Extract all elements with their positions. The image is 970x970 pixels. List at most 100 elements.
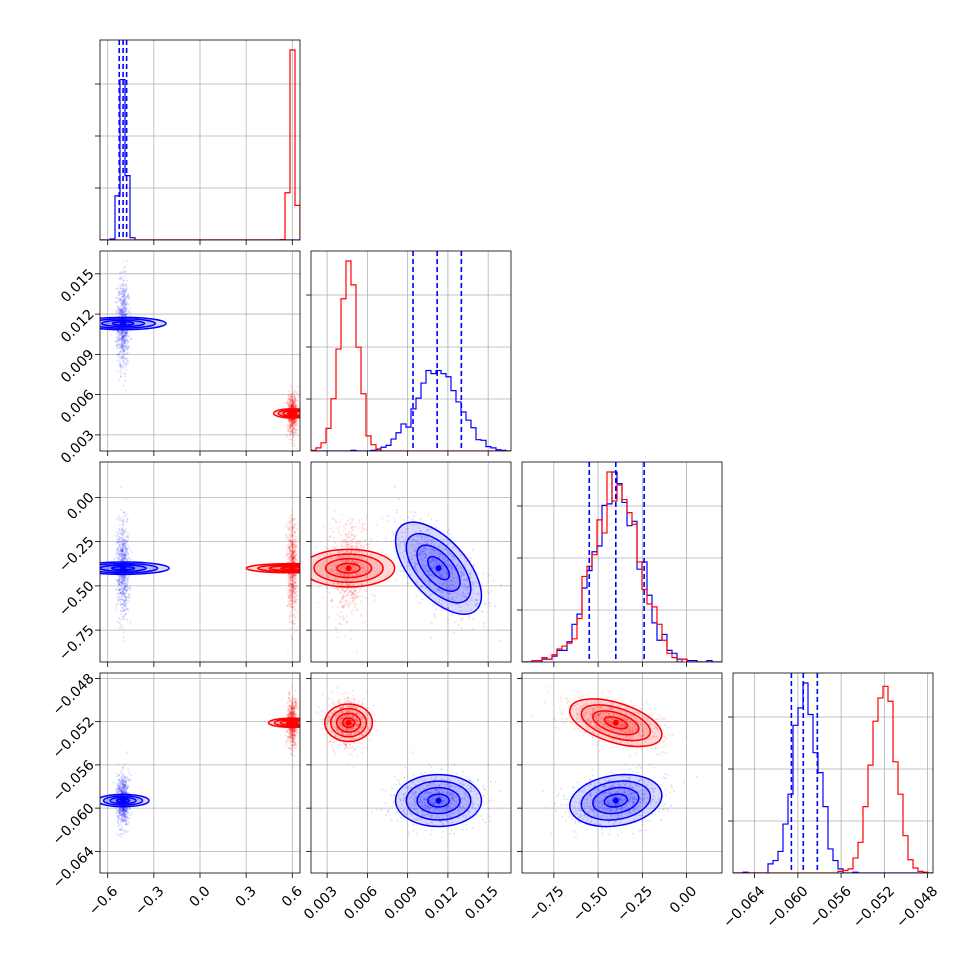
scatter-point	[295, 422, 298, 425]
scatter-point	[285, 587, 288, 590]
scatter-point	[120, 351, 123, 354]
scatter-point	[117, 338, 120, 341]
scatter-point	[124, 823, 127, 826]
scatter-point	[338, 572, 341, 575]
scatter-point	[294, 403, 297, 406]
scatter-point	[288, 546, 291, 549]
scatter-point	[331, 517, 334, 520]
scatter-point	[124, 332, 127, 335]
scatter-point	[289, 423, 292, 426]
scatter-point	[291, 577, 294, 580]
scatter-point	[288, 419, 291, 422]
scatter-point	[288, 546, 291, 549]
scatter-point	[124, 553, 127, 556]
scatter-point	[367, 546, 370, 549]
scatter-point	[122, 811, 125, 814]
scatter-point	[127, 294, 130, 297]
scatter-point	[121, 809, 124, 812]
scatter-point	[118, 810, 121, 813]
scatter-point	[293, 587, 296, 590]
scatter-point	[292, 583, 295, 586]
scatter-point	[290, 420, 293, 423]
scatter-point	[119, 822, 122, 825]
scatter-point	[361, 497, 364, 500]
scatter-point	[121, 342, 124, 345]
scatter-point	[122, 628, 125, 631]
scatter-point	[123, 302, 126, 305]
scatter-point	[293, 584, 296, 587]
scatter-point	[428, 580, 431, 583]
scatter-point	[291, 594, 294, 597]
scatter-point	[290, 599, 293, 602]
scatter-point	[430, 567, 433, 570]
scatter-point	[290, 535, 293, 538]
scatter-point	[115, 788, 118, 791]
scatter-point	[290, 401, 293, 404]
scatter-point	[127, 297, 130, 300]
scatter-point	[126, 584, 129, 587]
scatter-point	[289, 573, 292, 576]
scatter-point	[339, 533, 342, 536]
scatter-point	[291, 582, 294, 585]
scatter-point	[128, 771, 131, 774]
scatter-point	[125, 339, 128, 342]
scatter-point	[287, 538, 290, 541]
scatter-point	[120, 340, 123, 343]
scatter-point	[287, 580, 290, 583]
scatter-point	[121, 557, 124, 560]
scatter-point	[127, 292, 130, 295]
scatter-point	[467, 585, 470, 588]
scatter-point	[126, 814, 129, 817]
scatter-point	[288, 581, 291, 584]
scatter-point	[117, 540, 120, 543]
scatter-point	[120, 575, 123, 578]
scatter-point	[291, 558, 294, 561]
scatter-point	[127, 595, 130, 598]
scatter-point	[123, 600, 126, 603]
scatter-point	[120, 782, 123, 785]
scatter-point	[290, 540, 293, 543]
scatter-point	[291, 555, 294, 558]
scatter-point	[431, 558, 434, 561]
scatter-point	[333, 578, 336, 581]
scatter-point	[118, 788, 121, 791]
scatter-point	[317, 585, 320, 588]
scatter-point	[290, 577, 293, 580]
scatter-point	[127, 341, 130, 344]
scatter-point	[117, 595, 120, 598]
scatter-point	[125, 576, 128, 579]
scatter-point	[289, 421, 292, 424]
scatter-point	[125, 553, 128, 556]
scatter-point	[121, 533, 124, 536]
scatter-point	[293, 418, 296, 421]
scatter-point	[292, 556, 295, 559]
scatter-point	[292, 419, 295, 422]
scatter-point	[124, 778, 127, 781]
scatter-point	[125, 823, 128, 826]
scatter-point	[290, 590, 293, 593]
scatter-point	[119, 820, 122, 823]
scatter-point	[341, 565, 344, 568]
scatter-point	[118, 588, 121, 591]
scatter-point	[345, 595, 348, 598]
scatter-point	[292, 428, 295, 431]
scatter-point	[439, 594, 442, 597]
scatter-point	[434, 560, 437, 563]
scatter-point	[116, 811, 119, 814]
scatter-point	[122, 593, 125, 596]
scatter-point	[290, 403, 293, 406]
scatter-point	[120, 788, 123, 791]
scatter-point	[349, 536, 352, 539]
scatter-point	[294, 421, 297, 424]
scatter-point	[118, 350, 121, 353]
scatter-point	[403, 542, 406, 545]
scatter-point	[351, 600, 354, 603]
scatter-point	[359, 602, 362, 605]
scatter-point	[439, 552, 442, 555]
scatter-point	[327, 615, 330, 618]
scatter-point	[291, 402, 294, 405]
scatter-point	[122, 819, 125, 822]
scatter-point	[125, 787, 128, 790]
scatter-point	[122, 353, 125, 356]
scatter-point	[122, 555, 125, 558]
